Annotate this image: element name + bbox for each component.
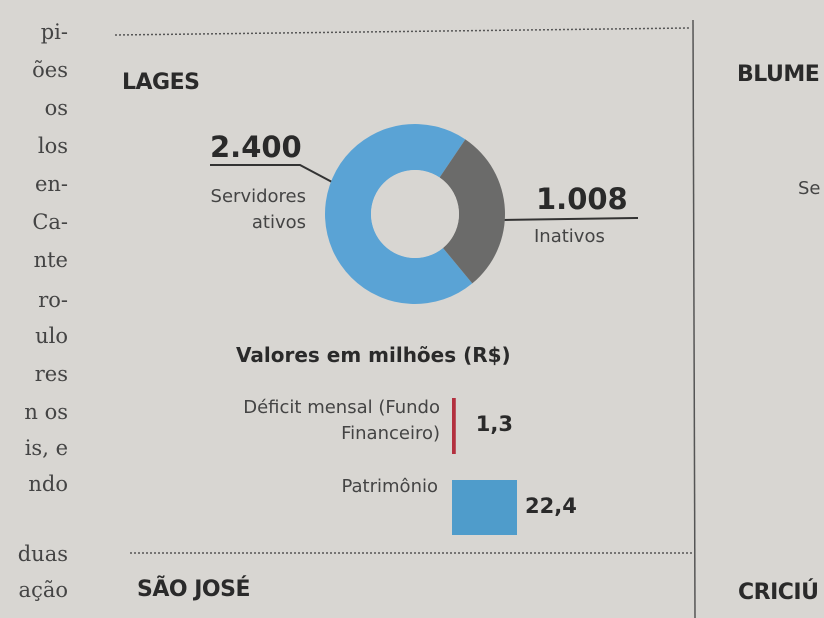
chart-title: Valores em milhões (R$) xyxy=(236,343,511,367)
column-text: en- xyxy=(34,172,68,196)
section-label: Se xyxy=(798,178,821,199)
section-title: CRICIÚ xyxy=(738,580,819,605)
column-text: ndo xyxy=(28,472,68,496)
column-text: duas xyxy=(17,542,68,566)
rule xyxy=(114,27,691,36)
column-text: los xyxy=(37,134,68,158)
column-text: ulo xyxy=(35,324,68,348)
column-text: n os xyxy=(24,400,68,424)
bar xyxy=(452,480,517,535)
value-label: 1,3 xyxy=(475,412,513,436)
column-text: Ca- xyxy=(32,210,68,234)
section-title: BLUME xyxy=(737,62,820,87)
column-text: ões xyxy=(32,58,68,82)
value-label: 22,4 xyxy=(525,493,577,518)
column-text: ro- xyxy=(38,288,68,312)
section-title: SÃO JOSÉ xyxy=(137,577,251,602)
donut-hole xyxy=(371,170,459,258)
leader-line xyxy=(501,217,639,221)
category-label: Patrimônio xyxy=(341,476,438,497)
column-text: ação xyxy=(18,578,68,602)
value-label: 2.400 xyxy=(210,130,302,164)
bar xyxy=(452,398,456,454)
category-label: Servidores ativos xyxy=(210,186,306,233)
category-label: Inativos xyxy=(534,226,605,247)
donut-slice xyxy=(325,124,473,304)
category-label: Déficit mensal (Fundo Financeiro) xyxy=(243,397,440,444)
donut-slice xyxy=(439,139,505,284)
leader-line xyxy=(210,164,333,183)
column-text: is, e xyxy=(24,436,68,460)
section-title: LAGES xyxy=(122,70,200,95)
rule xyxy=(692,19,696,618)
column-text: nte xyxy=(33,248,68,272)
column-text: os xyxy=(44,96,68,120)
column-text: res xyxy=(34,362,68,386)
column-text: pi- xyxy=(40,20,68,44)
value-label: 1.008 xyxy=(536,182,628,216)
